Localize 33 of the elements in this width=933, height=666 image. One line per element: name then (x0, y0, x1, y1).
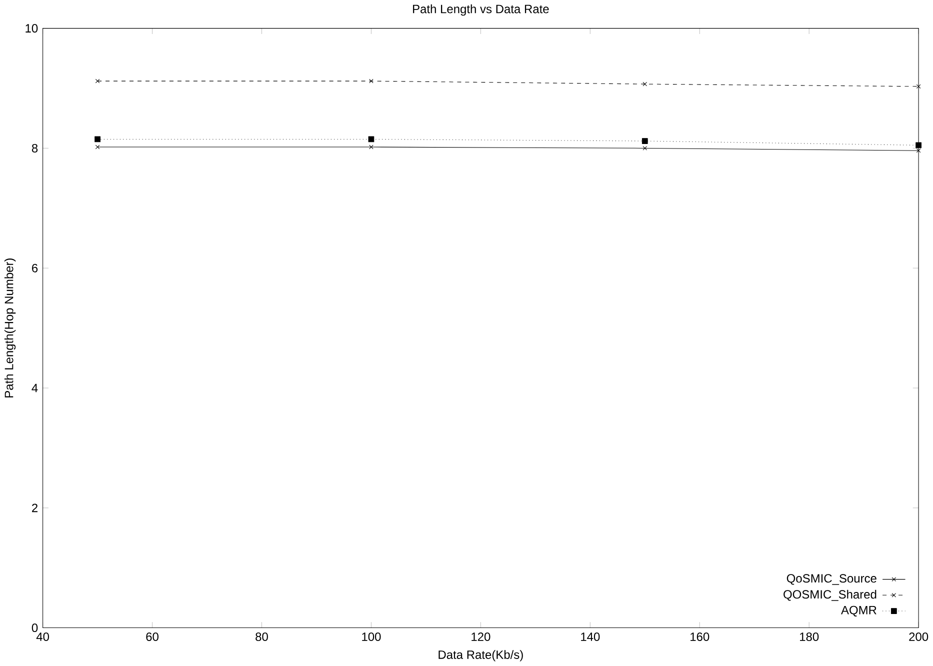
y-tick-label: 6 (32, 264, 38, 272)
point (642, 146, 648, 150)
x-tick-label: 120 (472, 632, 490, 642)
x-tick-label: 80 (256, 632, 268, 642)
y-axis-title: Path Length(Hop Number) (4, 258, 16, 398)
point (916, 148, 921, 153)
legend-label: QoSMIC_Source (786, 574, 876, 585)
point (368, 136, 374, 142)
y-tick-label: 2 (32, 504, 38, 512)
point (916, 84, 921, 89)
legend-label: QOSMIC_Shared (784, 590, 876, 602)
chart-title: Path Length vs Data Rate (413, 4, 549, 16)
x-tick-label: 160 (690, 632, 710, 642)
x-tick-label: 140 (581, 632, 600, 642)
x-tick-label: 60 (146, 632, 158, 642)
y-tick-label: 10 (26, 24, 38, 33)
x-axis-title: Data Rate(Kb/s) (438, 650, 523, 662)
y-tick-label: 8 (32, 144, 38, 153)
x-tick-label: 40 (36, 632, 50, 642)
point (95, 144, 100, 150)
y-tick-label: 4 (32, 384, 38, 392)
point (369, 144, 374, 150)
x-tick-label: 200 (909, 632, 928, 642)
point (642, 138, 648, 144)
point (95, 79, 100, 84)
x-tick-label: 100 (362, 632, 381, 642)
point (94, 136, 100, 142)
y-tick-label: 0 (32, 624, 38, 632)
point (916, 142, 922, 148)
point (369, 79, 374, 84)
point (642, 82, 648, 86)
legend-label: AQMR (841, 606, 876, 617)
x-tick-label: 180 (800, 632, 819, 642)
